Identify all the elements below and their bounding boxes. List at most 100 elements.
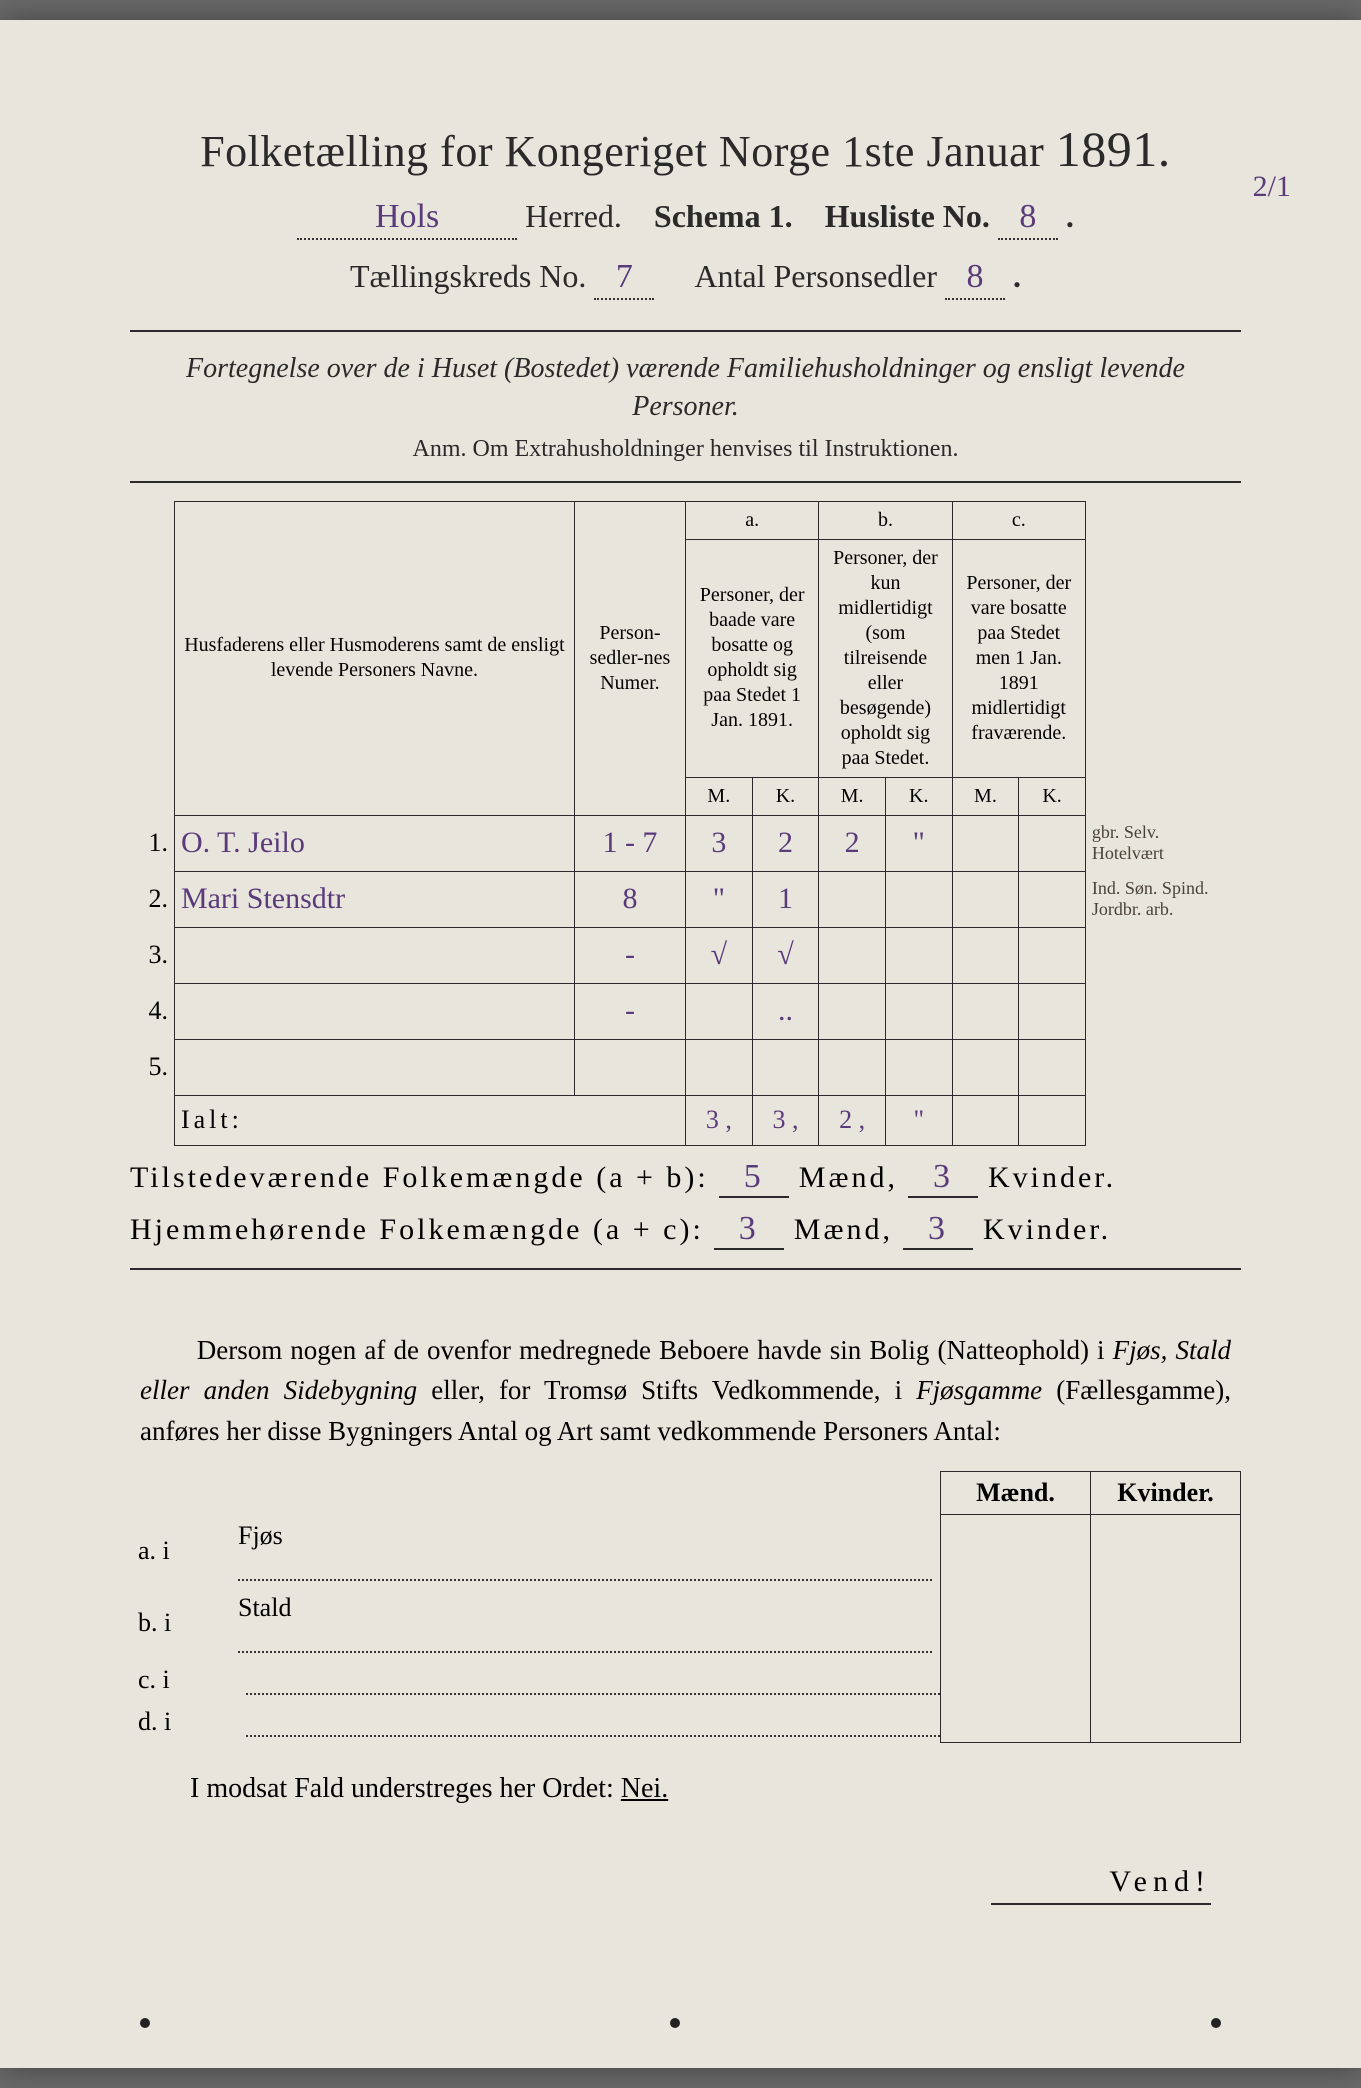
num-cell: 8 [574, 871, 685, 927]
col-c-header: Personer, der vare bosatte paa Stedet me… [952, 539, 1085, 777]
col-b-header: Personer, der kun midlertidigt (som tilr… [819, 539, 952, 777]
margin-note [1085, 1039, 1241, 1095]
summary-kvinder-1: Kvinder. [988, 1161, 1116, 1195]
antal-no: 8 [945, 258, 1005, 300]
a-k-cell [752, 1039, 819, 1095]
c-m-cell [952, 983, 1019, 1039]
bottom-paragraph: Dersom nogen af de ovenfor medregnede Be… [140, 1330, 1231, 1452]
bottom-row: d. i [130, 1701, 1241, 1743]
pinhole-right [1211, 2018, 1221, 2028]
a-m-cell: " [685, 871, 752, 927]
husliste-no: 8 [998, 198, 1058, 240]
husliste-label: Husliste No. [825, 198, 990, 235]
bottom-row: b. iStald [130, 1587, 1241, 1659]
table-row: 1.O. T. Jeilo1 - 7322"gbr. Selv. Hotelvæ… [130, 815, 1241, 871]
bottom-head-k: Kvinder. [1091, 1472, 1241, 1515]
a-m-cell: 3 [685, 815, 752, 871]
col-a-header: Personer, der baade vare bosatte og opho… [685, 539, 818, 777]
bottom-table: Mænd. Kvinder. a. iFjøsb. iStaldc. id. i [130, 1471, 1241, 1743]
bottom-label-cell: Stald [230, 1587, 941, 1659]
kreds-label: Tællingskreds No. [350, 258, 586, 295]
nei-line: I modsat Fald understreges her Ordet: Ne… [190, 1773, 1241, 1805]
ialt-ak: 3 , [752, 1095, 819, 1145]
herred-label: Herred. [525, 198, 622, 235]
para-t2: eller, for Tromsø Stifts Vedkommende, i [431, 1375, 916, 1405]
vend-label: Vend! [130, 1865, 1211, 1899]
c-m-cell [952, 1039, 1019, 1095]
summary2-k: 3 [903, 1210, 973, 1250]
a-m-cell: √ [685, 927, 752, 983]
c-m-cell [952, 927, 1019, 983]
schema-label: Schema [654, 198, 761, 235]
c-k-cell [1019, 815, 1086, 871]
table-row: 2.Mari Stensdtr8"1Ind. Søn. Spind. Jordb… [130, 871, 1241, 927]
row-number: 1. [130, 815, 174, 871]
b-m-cell [819, 983, 886, 1039]
b-m-cell [819, 1039, 886, 1095]
name-cell [174, 1039, 574, 1095]
para-t1: Dersom nogen af de ovenfor medregnede Be… [197, 1335, 1113, 1365]
schema-no: 1. [769, 198, 793, 235]
b-k-cell [885, 927, 952, 983]
bottom-key: c. i [130, 1659, 230, 1701]
rule-3 [130, 1268, 1241, 1270]
num-cell: - [574, 983, 685, 1039]
a-k-cell: 1 [752, 871, 819, 927]
header-line-2: Tællingskreds No. 7 Antal Personsedler 8… [130, 258, 1241, 300]
main-table: Husfaderens eller Husmoderens samt de en… [130, 501, 1241, 1146]
summary2-m: 3 [714, 1210, 784, 1250]
nei-pre: I modsat Fald understreges her Ordet: [190, 1773, 621, 1804]
census-form-page: 2/1 Folketælling for Kongeriget Norge 1s… [0, 20, 1361, 2068]
rule-2 [130, 481, 1241, 483]
subheading: Fortegnelse over de i Huset (Bostedet) v… [160, 350, 1211, 426]
pinhole-mid [670, 2018, 680, 2028]
summary1-label: Tilstedeværende Folkemængde (a + b): [130, 1161, 709, 1195]
col-a-top: a. [685, 501, 818, 539]
bottom-head-m: Mænd. [941, 1472, 1091, 1515]
summary-maend-1: Mænd, [799, 1161, 898, 1195]
summary-line-1: Tilstedeværende Folkemængde (a + b): 5 M… [130, 1158, 1241, 1198]
col-a-m: M. [685, 777, 752, 815]
a-k-cell: .. [752, 983, 819, 1039]
row-number: 5. [130, 1039, 174, 1095]
bottom-k-cell [1091, 1701, 1241, 1743]
bottom-row: a. iFjøs [130, 1515, 1241, 1587]
c-k-cell [1019, 1039, 1086, 1095]
corner-annotation: 2/1 [1253, 170, 1291, 204]
col-b-m: M. [819, 777, 886, 815]
name-cell [174, 983, 574, 1039]
bottom-key: a. i [130, 1515, 230, 1587]
nei-word: Nei. [621, 1773, 668, 1804]
col-b-top: b. [819, 501, 952, 539]
bottom-m-cell [941, 1587, 1091, 1659]
table-row: 3.-√√ [130, 927, 1241, 983]
bottom-label-cell [230, 1659, 941, 1701]
bottom-m-cell [941, 1659, 1091, 1701]
bottom-k-cell [1091, 1659, 1241, 1701]
col-b-k: K. [885, 777, 952, 815]
summary1-k: 3 [908, 1158, 978, 1198]
name-cell: O. T. Jeilo [174, 815, 574, 871]
antal-label: Antal Personsedler [694, 258, 937, 295]
summary1-m: 5 [719, 1158, 789, 1198]
bottom-m-cell [941, 1701, 1091, 1743]
para-i2: Fjøsgamme [916, 1375, 1042, 1405]
bottom-k-cell [1091, 1515, 1241, 1587]
antal-punct: . [1013, 258, 1021, 295]
b-k-cell [885, 983, 952, 1039]
row-number: 4. [130, 983, 174, 1039]
row-number: 2. [130, 871, 174, 927]
header-line-1: Hols Herred. Schema 1. Husliste No. 8 . [130, 198, 1241, 240]
ialt-bm: 2 , [819, 1095, 886, 1145]
herred-value: Hols [297, 198, 517, 240]
summary2-label: Hjemmehørende Folkemængde (a + c): [130, 1213, 704, 1247]
b-m-cell [819, 871, 886, 927]
a-m-cell [685, 983, 752, 1039]
col-c-m: M. [952, 777, 1019, 815]
bottom-key: b. i [130, 1587, 230, 1659]
b-k-cell [885, 1039, 952, 1095]
b-k-cell [885, 871, 952, 927]
husliste-punct: . [1066, 198, 1074, 235]
b-m-cell: 2 [819, 815, 886, 871]
num-cell: 1 - 7 [574, 815, 685, 871]
